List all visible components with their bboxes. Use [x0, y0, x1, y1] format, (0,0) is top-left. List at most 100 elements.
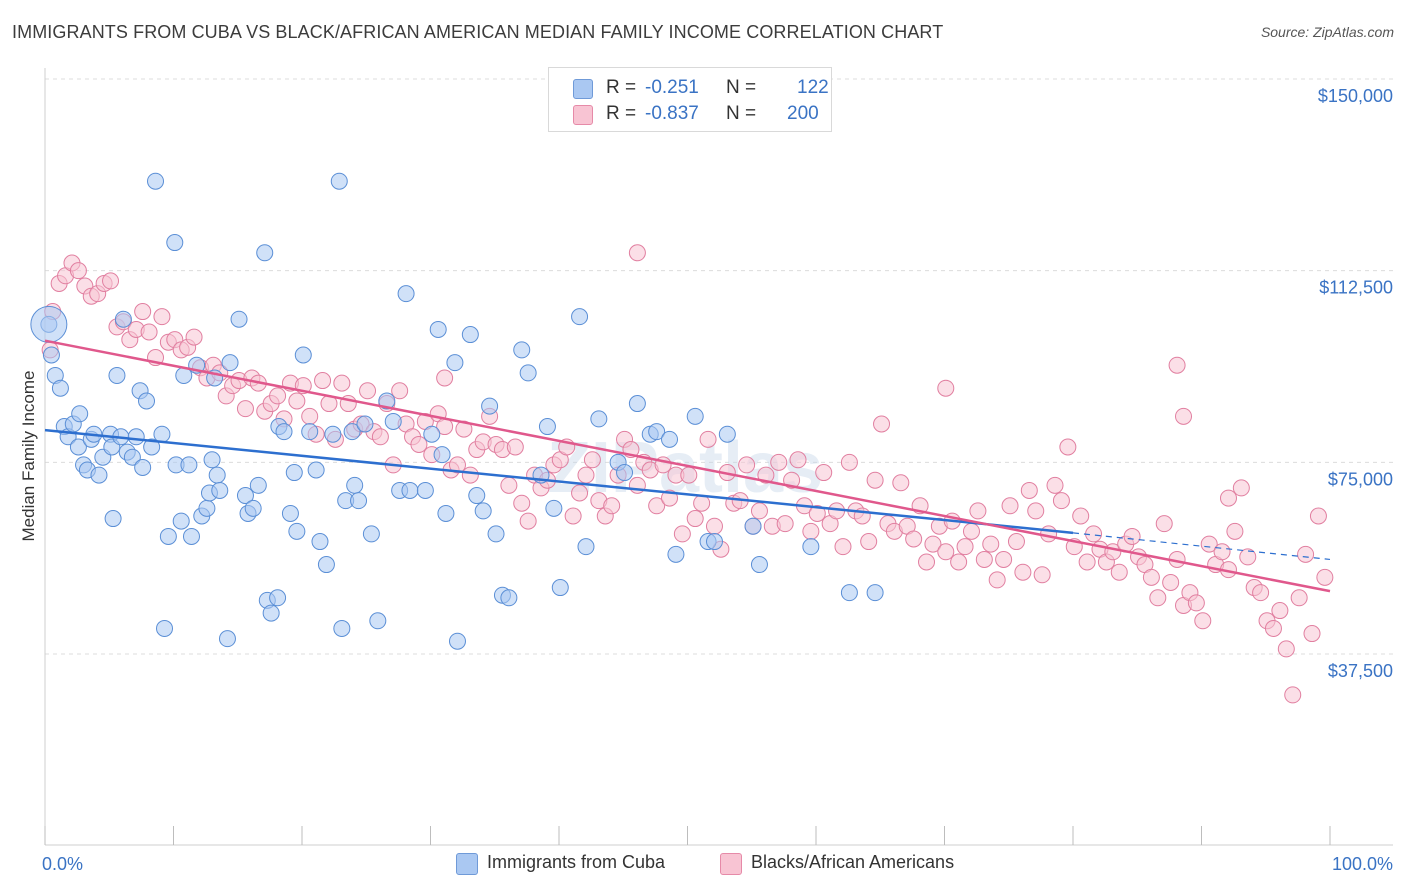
- cuba-point: [866, 584, 884, 602]
- cuba-point: [667, 545, 685, 563]
- blacks-point: [686, 510, 704, 528]
- trend-lines: [44, 339, 1331, 593]
- blacks-point: [1303, 625, 1321, 643]
- blacks-trend-line: [44, 339, 1331, 593]
- y-tick-labels: $37,500 $75,000 $112,500 $150,000: [1318, 86, 1393, 681]
- cuba-point: [686, 407, 704, 425]
- blacks-point: [995, 550, 1013, 568]
- blacks-point: [680, 466, 698, 484]
- cuba-point: [500, 589, 518, 607]
- cuba-point: [433, 446, 451, 464]
- cuba-point: [127, 428, 145, 446]
- blacks-point: [950, 553, 968, 571]
- cuba-point: [147, 172, 165, 190]
- blacks-point: [371, 428, 389, 446]
- cuba-point: [307, 461, 325, 479]
- blacks-point: [789, 451, 807, 469]
- cuba-point: [172, 512, 190, 530]
- blacks-point: [699, 430, 717, 448]
- blacks-point: [513, 494, 531, 512]
- blacks-point: [269, 387, 287, 405]
- blacks-point: [571, 484, 589, 502]
- blacks-point: [1277, 640, 1295, 658]
- cuba-point: [182, 527, 200, 545]
- cuba-point: [369, 612, 387, 630]
- cuba-point: [616, 464, 634, 482]
- cuba-point: [551, 579, 569, 597]
- cuba-point: [180, 456, 198, 474]
- cuba-point: [378, 392, 396, 410]
- cuba-point-large: [30, 305, 68, 343]
- blacks-point: [1239, 548, 1257, 566]
- cuba-point: [648, 423, 666, 441]
- cuba-point: [401, 481, 419, 499]
- cuba-point: [203, 451, 221, 469]
- blacks-point: [69, 262, 87, 280]
- blacks-point: [1232, 479, 1250, 497]
- blacks-point: [750, 502, 768, 520]
- blacks-point: [153, 308, 171, 326]
- cuba-point: [301, 423, 319, 441]
- blacks-point: [314, 372, 332, 390]
- cuba-point: [571, 308, 589, 326]
- blacks-point: [500, 476, 518, 494]
- cuba-point: [397, 285, 415, 303]
- blacks-point: [1014, 563, 1032, 581]
- blacks-point: [519, 512, 537, 530]
- blacks-point: [975, 550, 993, 568]
- blacks-point: [1271, 602, 1289, 620]
- y-tick-label: $112,500: [1319, 278, 1393, 298]
- cuba-point: [356, 415, 374, 433]
- cuba-point: [481, 397, 499, 415]
- cuba-point: [108, 366, 126, 384]
- blacks-point: [693, 494, 711, 512]
- series-cuba-points: [30, 172, 884, 650]
- cuba-point: [750, 556, 768, 574]
- blacks-point: [1046, 476, 1064, 494]
- blacks-point: [583, 451, 601, 469]
- cuba-point: [661, 430, 679, 448]
- blacks-point: [1110, 563, 1128, 581]
- cuba-point: [218, 630, 236, 648]
- cuba-point: [42, 346, 60, 364]
- cuba-point: [230, 310, 248, 328]
- blacks-point: [673, 525, 691, 543]
- blacks-point: [866, 471, 884, 489]
- cuba-point: [208, 466, 226, 484]
- cuba-point: [362, 525, 380, 543]
- blacks-point: [1297, 545, 1315, 563]
- cuba-point: [51, 379, 69, 397]
- blacks-point: [461, 466, 479, 484]
- cuba-point: [590, 410, 608, 428]
- cuba-point: [311, 533, 329, 551]
- blacks-point: [860, 533, 878, 551]
- cuba-point: [71, 405, 89, 423]
- series-blacks-points: [41, 244, 1334, 704]
- blacks-point: [1162, 573, 1180, 591]
- blacks-point: [1007, 533, 1025, 551]
- cuba-point: [384, 412, 402, 430]
- blacks-point: [918, 553, 936, 571]
- cuba-point: [317, 556, 335, 574]
- legend-label-cuba: Immigrants from Cuba: [487, 852, 666, 872]
- cuba-point: [256, 244, 274, 262]
- cuba-point: [423, 425, 441, 443]
- cuba-point: [198, 499, 216, 517]
- y-axis-label: Median Family Income: [19, 370, 38, 541]
- cuba-point: [138, 392, 156, 410]
- blacks-point: [301, 407, 319, 425]
- cuba-point: [429, 320, 447, 338]
- legend-swatch-blacks: [573, 105, 593, 125]
- cuba-point: [437, 504, 455, 522]
- cuba-point: [275, 423, 293, 441]
- cuba-point: [802, 538, 820, 556]
- cuba-point: [324, 425, 342, 443]
- blacks-point: [873, 415, 891, 433]
- cuba-point: [330, 172, 348, 190]
- cuba-point: [577, 538, 595, 556]
- y-tick-label: $150,000: [1318, 86, 1393, 106]
- blacks-point: [448, 456, 466, 474]
- blacks-point: [236, 400, 254, 418]
- cuba-point: [705, 533, 723, 551]
- blacks-point: [776, 515, 794, 533]
